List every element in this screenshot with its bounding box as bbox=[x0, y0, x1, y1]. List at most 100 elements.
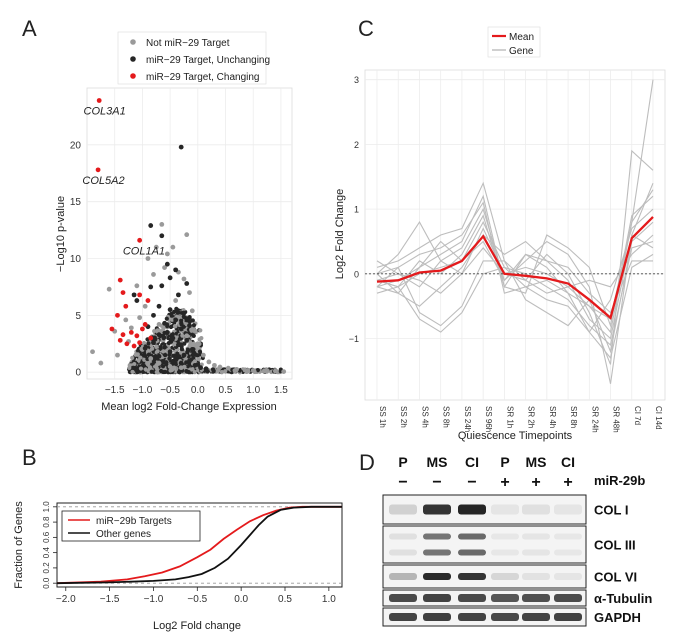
scatter-point bbox=[130, 355, 135, 360]
scatter-point bbox=[197, 337, 202, 342]
scatter-point bbox=[185, 317, 190, 322]
scatter-point bbox=[164, 360, 169, 365]
scatter-point bbox=[164, 316, 169, 321]
scatter-point bbox=[169, 317, 175, 322]
scatter-point bbox=[148, 223, 154, 228]
scatter-point bbox=[159, 222, 165, 227]
lane-label: MS bbox=[427, 454, 448, 470]
treatment-label: miR-29b bbox=[594, 473, 645, 488]
scatter-point bbox=[181, 310, 187, 316]
blot-band bbox=[423, 594, 451, 602]
scatter-point bbox=[194, 352, 199, 358]
scatter-point bbox=[186, 369, 191, 375]
panel-d-blot: P − MS − CI − P + MS + CI + COL I COL III COL VI α-Tubu… bbox=[382, 454, 652, 627]
scatter-point bbox=[170, 335, 176, 341]
blot-band bbox=[458, 613, 486, 621]
y-tick-label: 0.4 bbox=[42, 547, 51, 559]
series-line bbox=[56, 505, 342, 585]
blot-band bbox=[389, 613, 417, 621]
scatter-point bbox=[191, 323, 197, 328]
blot-band bbox=[389, 504, 417, 515]
legend-label-0: miR−29b Targets bbox=[96, 516, 172, 527]
scatter-point bbox=[173, 362, 178, 367]
gene-annotation: COL3A1 bbox=[84, 106, 126, 118]
y-tick-label: 0 bbox=[354, 269, 359, 279]
x-tick-label: SS 96h bbox=[484, 406, 493, 432]
scatter-point bbox=[170, 359, 176, 365]
scatter-point bbox=[272, 368, 278, 374]
blot-band bbox=[491, 549, 519, 556]
scatter-point bbox=[106, 286, 112, 292]
scatter-point bbox=[225, 365, 231, 371]
scatter-point bbox=[131, 343, 137, 349]
blot-row-label: α-Tubulin bbox=[594, 591, 652, 606]
x-tick-label: −1.5 bbox=[105, 385, 125, 396]
scatter-point bbox=[155, 349, 160, 354]
x-tick-label: 0.0 bbox=[191, 385, 205, 396]
scatter-point bbox=[179, 347, 184, 352]
scatter-point bbox=[128, 325, 134, 331]
blot-band bbox=[522, 573, 550, 580]
scatter-point bbox=[176, 310, 182, 315]
x-tick-label: SS 4h bbox=[420, 406, 429, 428]
scatter-point bbox=[182, 341, 187, 346]
scatter-point bbox=[217, 364, 223, 370]
scatter-point bbox=[178, 360, 184, 366]
scatter-point bbox=[142, 303, 148, 309]
scatter-point bbox=[115, 312, 120, 318]
x-tick-label: 1.5 bbox=[274, 385, 288, 396]
scatter-point bbox=[150, 346, 155, 351]
scatter-point bbox=[178, 365, 184, 371]
y-tick-label: 5 bbox=[75, 311, 81, 322]
scatter-point bbox=[189, 347, 195, 352]
blot-band bbox=[522, 533, 550, 540]
legend-marker-2 bbox=[130, 73, 136, 79]
scatter-point bbox=[123, 303, 129, 309]
scatter-point bbox=[124, 341, 130, 347]
scatter-point bbox=[137, 315, 143, 321]
scatter-point bbox=[198, 328, 203, 333]
scatter-point bbox=[134, 283, 140, 289]
scatter-point bbox=[177, 354, 182, 359]
scatter-point bbox=[140, 326, 145, 332]
panel-a-annotations: COL3A1 COL5A2 COL1A1 bbox=[82, 106, 165, 258]
scatter-point bbox=[178, 326, 184, 332]
scatter-point bbox=[200, 352, 206, 358]
scatter-point bbox=[169, 311, 174, 316]
x-tick-label: −1.0 bbox=[144, 594, 164, 605]
blot-band bbox=[458, 573, 486, 580]
panel-b-legend: miR−29b Targets Other genes bbox=[61, 510, 201, 542]
scatter-point bbox=[142, 357, 147, 362]
scatter-point bbox=[189, 328, 194, 333]
x-tick-label: SS 2h bbox=[399, 406, 408, 428]
scatter-point bbox=[95, 167, 101, 173]
x-tick-label: CI 14d bbox=[654, 406, 663, 430]
scatter-point bbox=[173, 356, 179, 361]
scatter-point bbox=[96, 98, 102, 103]
scatter-point bbox=[167, 364, 173, 369]
scatter-point bbox=[170, 244, 176, 250]
blot-band bbox=[554, 549, 582, 556]
blot-row-label: COL VI bbox=[594, 570, 637, 585]
x-tick-label: SR 2h bbox=[527, 406, 536, 428]
blot-band bbox=[389, 573, 417, 580]
treatment-sign: − bbox=[398, 474, 407, 491]
blot-band bbox=[554, 573, 582, 580]
scatter-point bbox=[135, 370, 140, 375]
scatter-point bbox=[187, 290, 192, 296]
scatter-point bbox=[215, 369, 220, 374]
gene-line bbox=[376, 234, 654, 294]
scatter-point bbox=[156, 353, 162, 359]
x-tick-label: SS 8h bbox=[442, 406, 451, 428]
scatter-point bbox=[173, 267, 179, 273]
x-tick-label: SR 1h bbox=[505, 406, 514, 428]
scatter-point bbox=[156, 303, 162, 309]
scatter-point bbox=[178, 144, 184, 150]
blot-band bbox=[554, 594, 582, 602]
scatter-point bbox=[189, 308, 195, 314]
scatter-point bbox=[127, 363, 132, 368]
scatter-point bbox=[145, 298, 151, 303]
blot-band bbox=[491, 504, 519, 515]
blot-band bbox=[389, 533, 417, 540]
scatter-point bbox=[167, 356, 172, 361]
